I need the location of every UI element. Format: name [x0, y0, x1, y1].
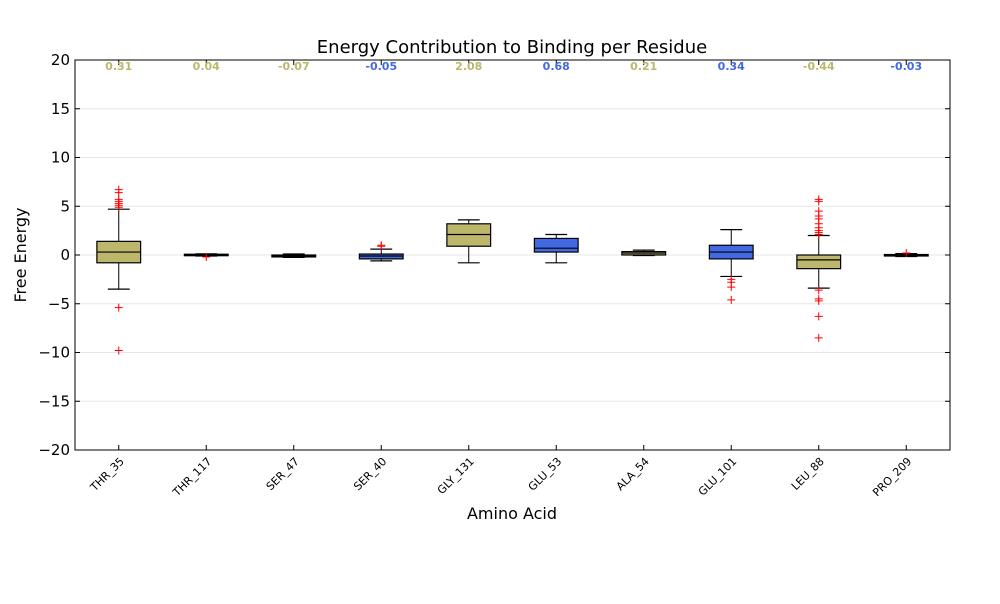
outlier-point: [114, 303, 123, 312]
outlier-point: [814, 312, 823, 321]
outlier-point: [727, 295, 736, 304]
outlier-point: [727, 283, 736, 292]
y-tick-label: 0: [60, 246, 70, 264]
mean-label: 0.34: [718, 60, 745, 73]
mean-label: 0.68: [543, 60, 570, 73]
outlier-point: [814, 230, 823, 239]
y-tick-label: −15: [38, 392, 70, 410]
box-PRO_209: [883, 249, 929, 258]
box-LEU_88: [796, 195, 842, 342]
mean-label: 0.31: [105, 60, 132, 73]
y-tick-label: −20: [38, 441, 70, 459]
mean-label: 0.04: [193, 60, 220, 73]
box-layer: [96, 185, 929, 355]
y-axis: −20 −15 −10 −5 0 5 10 15 20: [38, 51, 950, 459]
outlier-point: [114, 188, 123, 197]
mean-label: 0.21: [630, 60, 657, 73]
outlier-point: [114, 346, 123, 355]
mean-label: -0.05: [365, 60, 397, 73]
box-GLY_131: [446, 219, 492, 264]
box-SER_47: [271, 253, 317, 259]
outlier-point: [814, 286, 823, 295]
outlier-point: [814, 333, 823, 342]
y-tick-label: −5: [48, 295, 70, 313]
x-axis-label: Amino Acid: [467, 504, 557, 523]
outlier-point: [114, 203, 123, 212]
iqr-box: [796, 254, 842, 270]
outlier-point: [377, 241, 386, 250]
mean-label: 2.08: [455, 60, 482, 73]
outlier-point: [902, 249, 911, 258]
y-tick-label: 20: [51, 51, 70, 69]
outlier-point: [814, 197, 823, 206]
box-THR_35: [96, 185, 142, 355]
outlier-point: [202, 252, 211, 261]
y-tick-label: −10: [38, 344, 70, 362]
chart-title: Energy Contribution to Binding per Resid…: [317, 37, 707, 58]
mean-label: -0.03: [890, 60, 922, 73]
y-tick-label: 15: [51, 100, 70, 118]
y-tick-label: 5: [60, 197, 70, 215]
iqr-box: [533, 237, 579, 253]
mean-label: -0.44: [803, 60, 835, 73]
box-ALA_54: [621, 249, 667, 257]
box-SER_40: [358, 241, 404, 262]
y-tick-label: 10: [51, 149, 70, 167]
mean-label: -0.07: [278, 60, 310, 73]
mean-label-layer: 0.31 0.04 -0.07 -0.05 2.08 0.68 0.21 0.34 -0.44 -…: [105, 60, 922, 73]
box-GLU_101: [708, 229, 754, 304]
outlier-point: [814, 296, 823, 305]
box-GLU_53: [533, 233, 579, 264]
y-axis-label: Free Energy: [11, 207, 30, 302]
box-THR_117: [183, 252, 229, 261]
